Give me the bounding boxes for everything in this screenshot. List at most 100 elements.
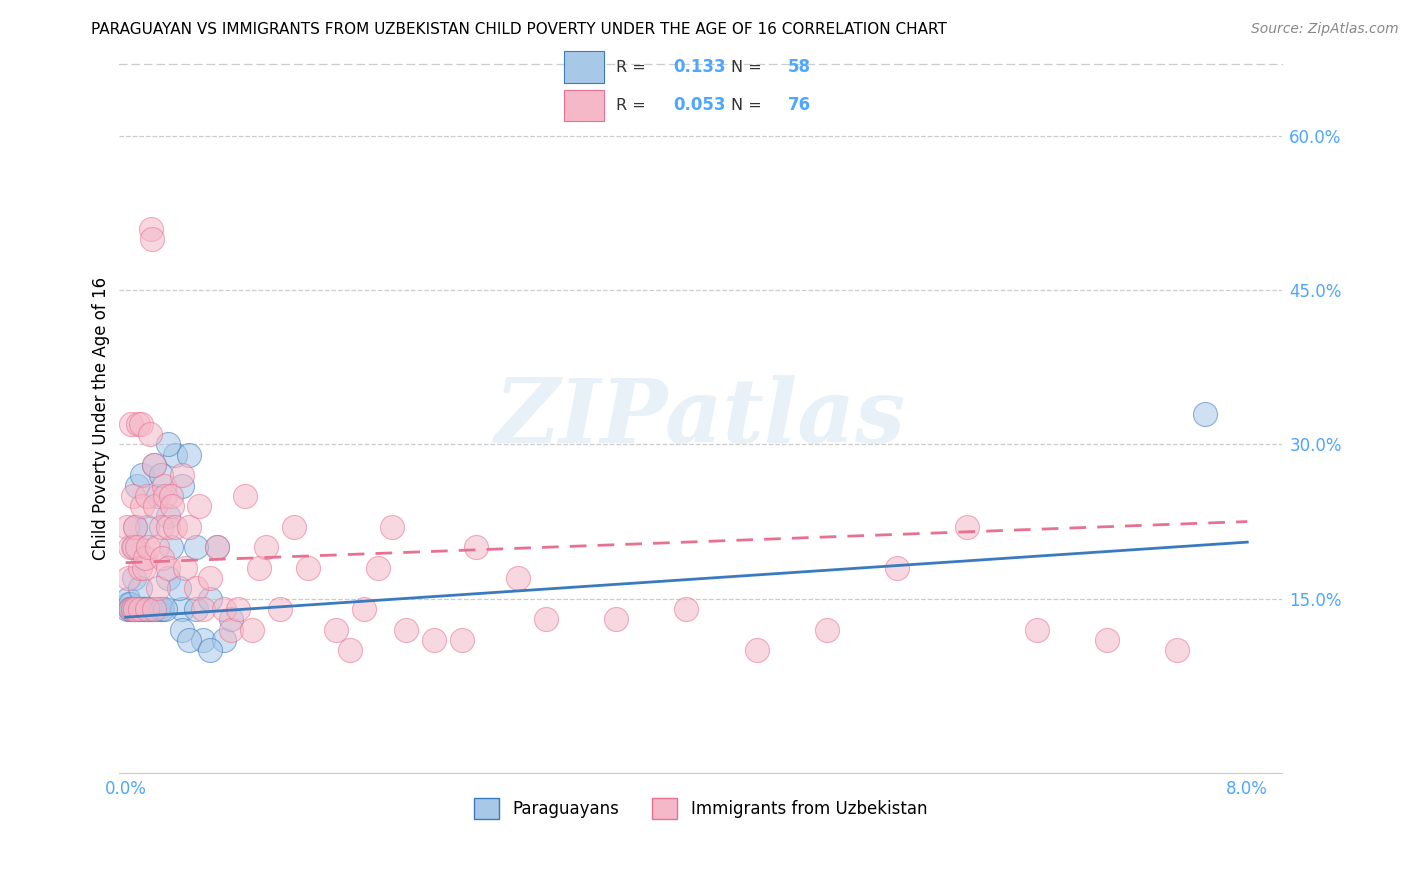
Point — [136, 602, 159, 616]
Point — [135, 519, 157, 533]
Point — [127, 602, 149, 616]
Point — [1194, 407, 1216, 421]
Point — [121, 602, 143, 616]
Text: R =: R = — [616, 98, 651, 112]
Point — [118, 602, 141, 616]
Point — [1095, 632, 1118, 647]
Point — [141, 232, 163, 246]
Point — [1166, 643, 1188, 657]
Bar — [564, 89, 603, 120]
Point — [205, 541, 228, 555]
Point — [139, 602, 162, 616]
Point — [134, 550, 156, 565]
Point — [150, 602, 173, 616]
Point — [127, 417, 149, 431]
Point — [115, 519, 138, 533]
Point — [117, 571, 139, 585]
Point — [212, 602, 235, 616]
Point — [149, 468, 172, 483]
Point — [136, 602, 159, 616]
Point — [125, 602, 148, 616]
Point — [212, 632, 235, 647]
Point — [247, 561, 270, 575]
Point — [142, 458, 165, 472]
Text: N =: N = — [731, 98, 766, 112]
Point — [353, 602, 375, 616]
Point — [122, 602, 145, 616]
Bar — [564, 52, 603, 83]
Point — [226, 602, 249, 616]
Point — [132, 602, 155, 616]
Point — [508, 571, 530, 585]
Point — [170, 623, 193, 637]
Text: Source: ZipAtlas.com: Source: ZipAtlas.com — [1251, 22, 1399, 37]
Point — [177, 519, 200, 533]
Point — [124, 602, 146, 616]
Point — [205, 541, 228, 555]
Point — [121, 602, 143, 616]
Point — [121, 489, 143, 503]
Point — [135, 489, 157, 503]
Point — [129, 417, 152, 431]
Legend: Paraguayans, Immigrants from Uzbekistan: Paraguayans, Immigrants from Uzbekistan — [467, 792, 934, 825]
Point — [956, 519, 979, 533]
Point — [135, 602, 157, 616]
Point — [815, 623, 838, 637]
Point — [135, 602, 157, 616]
Point — [150, 550, 173, 565]
Point — [121, 602, 143, 616]
Point — [173, 561, 195, 575]
Point — [198, 591, 221, 606]
Point — [131, 499, 153, 513]
Point — [131, 602, 153, 616]
Point — [163, 519, 186, 533]
Text: ZIPatlas: ZIPatlas — [495, 376, 905, 462]
Point — [177, 448, 200, 462]
Point — [115, 602, 138, 616]
Point — [122, 571, 145, 585]
Point — [1026, 623, 1049, 637]
Point — [297, 561, 319, 575]
Point — [198, 571, 221, 585]
Point — [120, 602, 142, 616]
Point — [131, 468, 153, 483]
Point — [153, 602, 176, 616]
Point — [128, 602, 150, 616]
Point — [120, 602, 142, 616]
Point — [156, 561, 179, 575]
Point — [132, 561, 155, 575]
Text: N =: N = — [731, 60, 766, 75]
Point — [219, 612, 242, 626]
Point — [118, 541, 141, 555]
Point — [536, 612, 558, 626]
Point — [132, 602, 155, 616]
Point — [156, 509, 179, 524]
Text: PARAGUAYAN VS IMMIGRANTS FROM UZBEKISTAN CHILD POVERTY UNDER THE AGE OF 16 CORRE: PARAGUAYAN VS IMMIGRANTS FROM UZBEKISTAN… — [91, 22, 948, 37]
Text: 0.053: 0.053 — [673, 96, 725, 114]
Point — [170, 468, 193, 483]
Point — [138, 427, 160, 442]
Point — [142, 458, 165, 472]
Point — [325, 623, 347, 637]
Point — [423, 632, 446, 647]
Point — [886, 561, 908, 575]
Point — [605, 612, 627, 626]
Point — [149, 519, 172, 533]
Point — [156, 571, 179, 585]
Point — [145, 602, 167, 616]
Point — [269, 602, 291, 616]
Point — [134, 602, 156, 616]
Point — [395, 623, 418, 637]
Point — [339, 643, 361, 657]
Point — [142, 602, 165, 616]
Point — [124, 602, 146, 616]
Point — [117, 591, 139, 606]
Point — [125, 541, 148, 555]
Point — [184, 582, 207, 596]
Point — [367, 561, 389, 575]
Point — [128, 602, 150, 616]
Point — [184, 541, 207, 555]
Point — [125, 478, 148, 492]
Point — [117, 597, 139, 611]
Point — [139, 221, 162, 235]
